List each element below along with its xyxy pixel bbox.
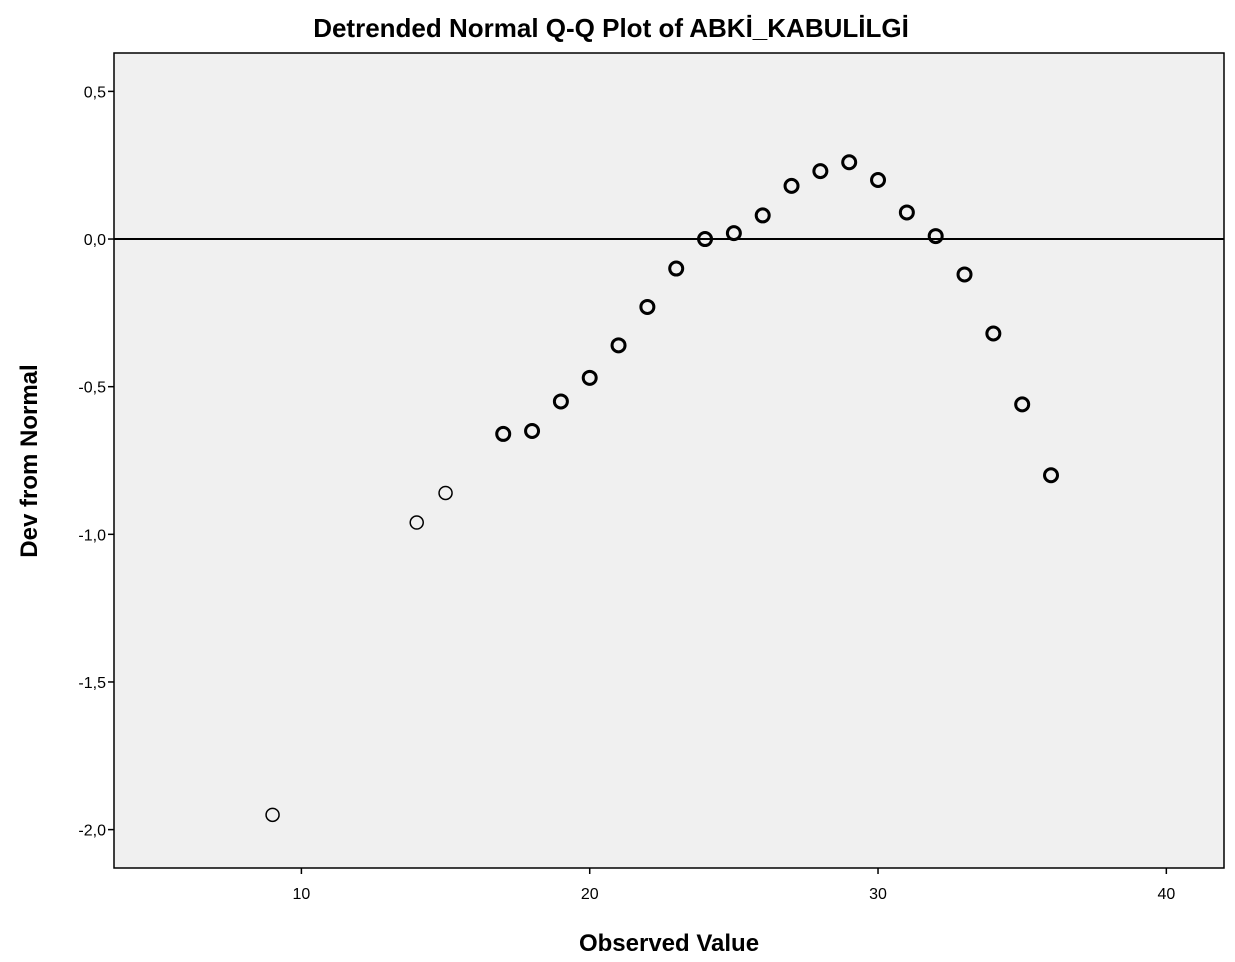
data-points [265,154,1060,823]
data-point [265,807,280,823]
y-axis-title: Dev from Normal [16,364,43,557]
data-point [870,171,887,188]
y-axis: 0,5 0,0 -0,5 -1,0 -1,5 -2,0 [78,84,114,840]
data-point [495,425,512,442]
x-tick-label: 40 [1157,886,1175,903]
x-tick-label: 30 [869,886,887,903]
data-point [438,485,453,501]
data-point [898,204,915,221]
data-point [783,177,800,194]
plot-area [113,52,1225,869]
data-point [1014,396,1031,413]
data-point [668,260,685,277]
data-point [725,225,742,242]
data-point [841,154,858,171]
chart-title: Detrended Normal Q-Q Plot of ABKİ_KABULİ… [313,13,909,43]
x-axis: 10 20 30 40 [293,868,1175,903]
data-point [956,266,973,283]
data-point [552,393,569,410]
x-tick-label: 20 [581,886,599,903]
data-point [524,422,541,439]
data-point [927,228,944,245]
data-point [610,337,627,354]
data-point [581,369,598,386]
y-tick-label: -1,5 [78,675,106,692]
x-tick-label: 10 [293,886,311,903]
data-point [409,515,424,530]
y-tick-label: 0,0 [84,232,106,249]
y-tick-label: 0,5 [84,84,106,101]
y-tick-label: -0,5 [78,380,106,397]
data-point [754,207,771,224]
data-point [812,163,829,180]
data-point [639,298,656,315]
data-point [697,231,714,248]
y-tick-label: -2,0 [78,823,106,840]
y-tick-label: -1,0 [78,527,106,544]
data-point [1043,467,1060,484]
x-axis-title: Observed Value [579,930,759,957]
data-point [985,325,1002,342]
